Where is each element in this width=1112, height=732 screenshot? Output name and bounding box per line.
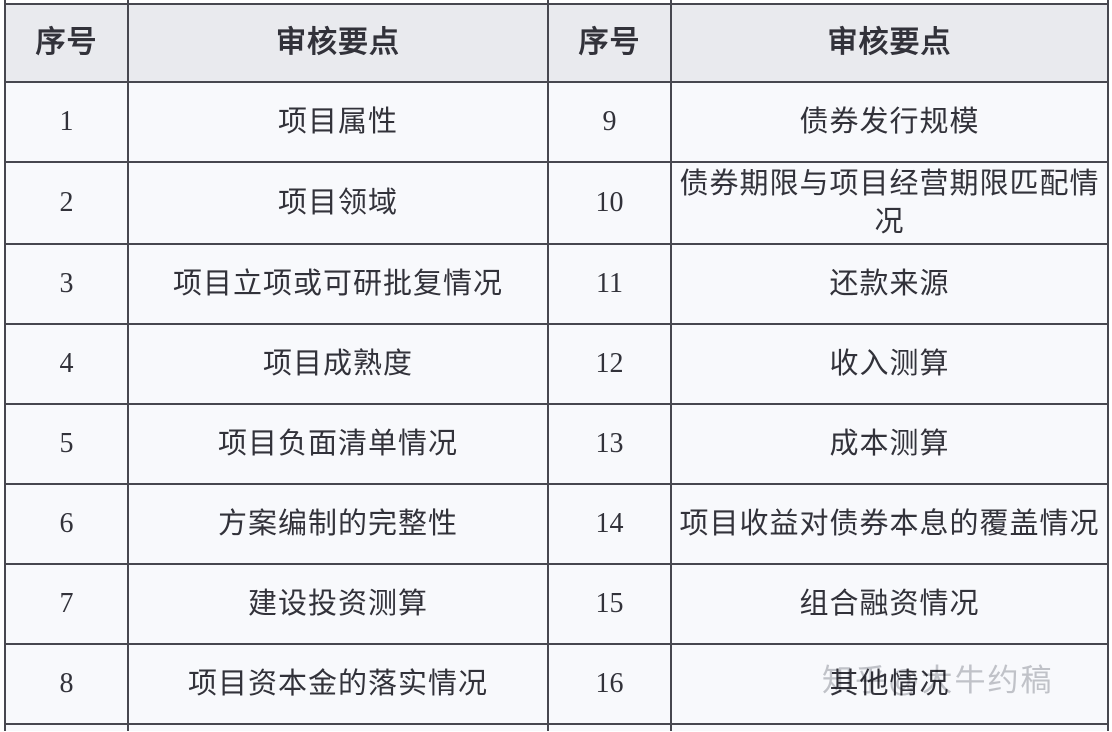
review-point-cell: 项目立项或可研批复情况 — [127, 243, 549, 325]
partial-cell — [670, 723, 1109, 731]
review-points-table: 序号 审核要点 序号 审核要点 1 项目属性 9 债券发行规模 2 项目领域 1… — [4, 0, 1109, 731]
review-point-cell: 还款来源 — [670, 243, 1109, 325]
table-row: 7 建设投资测算 15 组合融资情况 — [4, 563, 1109, 645]
review-point-cell: 项目收益对债券本息的覆盖情况 — [670, 483, 1109, 565]
review-point-cell: 成本测算 — [670, 403, 1109, 485]
row-number-cell: 8 — [4, 643, 129, 725]
review-point-cell: 债券期限与项目经营期限匹配情况 — [670, 161, 1109, 245]
table-row-partial-top — [4, 0, 1109, 5]
row-number-cell: 2 — [4, 161, 129, 245]
review-point-cell: 项目属性 — [127, 81, 549, 163]
partial-cell — [4, 723, 129, 731]
review-point-cell: 方案编制的完整性 — [127, 483, 549, 565]
table-row: 8 项目资本金的落实情况 16 其他情况 — [4, 643, 1109, 725]
row-number-cell: 3 — [4, 243, 129, 325]
row-number-cell: 12 — [547, 323, 672, 405]
row-number-cell: 9 — [547, 81, 672, 163]
table-header-row: 序号 审核要点 序号 审核要点 — [4, 3, 1109, 83]
review-point-cell: 项目资本金的落实情况 — [127, 643, 549, 725]
header-serial-left: 序号 — [4, 3, 129, 83]
row-number-cell: 1 — [4, 81, 129, 163]
partial-cell — [547, 723, 672, 731]
row-number-cell: 14 — [547, 483, 672, 565]
header-serial-right: 序号 — [547, 3, 672, 83]
table-row: 6 方案编制的完整性 14 项目收益对债券本息的覆盖情况 — [4, 483, 1109, 565]
review-point-cell: 收入测算 — [670, 323, 1109, 405]
header-review-point-right: 审核要点 — [670, 3, 1109, 83]
row-number-cell: 5 — [4, 403, 129, 485]
table-row: 4 项目成熟度 12 收入测算 — [4, 323, 1109, 405]
row-number-cell: 16 — [547, 643, 672, 725]
partial-cell — [127, 723, 549, 731]
row-number-cell: 10 — [547, 161, 672, 245]
header-review-point-left: 审核要点 — [127, 3, 549, 83]
table-row: 5 项目负面清单情况 13 成本测算 — [4, 403, 1109, 485]
table-row-partial-bottom — [4, 723, 1109, 731]
row-number-cell: 15 — [547, 563, 672, 645]
partial-cell — [127, 0, 549, 5]
review-point-cell: 项目负面清单情况 — [127, 403, 549, 485]
row-number-cell: 4 — [4, 323, 129, 405]
partial-cell — [4, 0, 129, 5]
review-point-cell: 建设投资测算 — [127, 563, 549, 645]
table-row: 1 项目属性 9 债券发行规模 — [4, 81, 1109, 163]
review-point-cell: 债券发行规模 — [670, 81, 1109, 163]
row-number-cell: 13 — [547, 403, 672, 485]
table-row: 2 项目领域 10 债券期限与项目经营期限匹配情况 — [4, 161, 1109, 245]
review-point-cell: 项目成熟度 — [127, 323, 549, 405]
partial-cell — [670, 0, 1109, 5]
row-number-cell: 7 — [4, 563, 129, 645]
table-row: 3 项目立项或可研批复情况 11 还款来源 — [4, 243, 1109, 325]
review-point-cell: 组合融资情况 — [670, 563, 1109, 645]
row-number-cell: 6 — [4, 483, 129, 565]
partial-cell — [547, 0, 672, 5]
review-point-cell: 项目领域 — [127, 161, 549, 245]
review-point-cell: 其他情况 — [670, 643, 1109, 725]
row-number-cell: 11 — [547, 243, 672, 325]
